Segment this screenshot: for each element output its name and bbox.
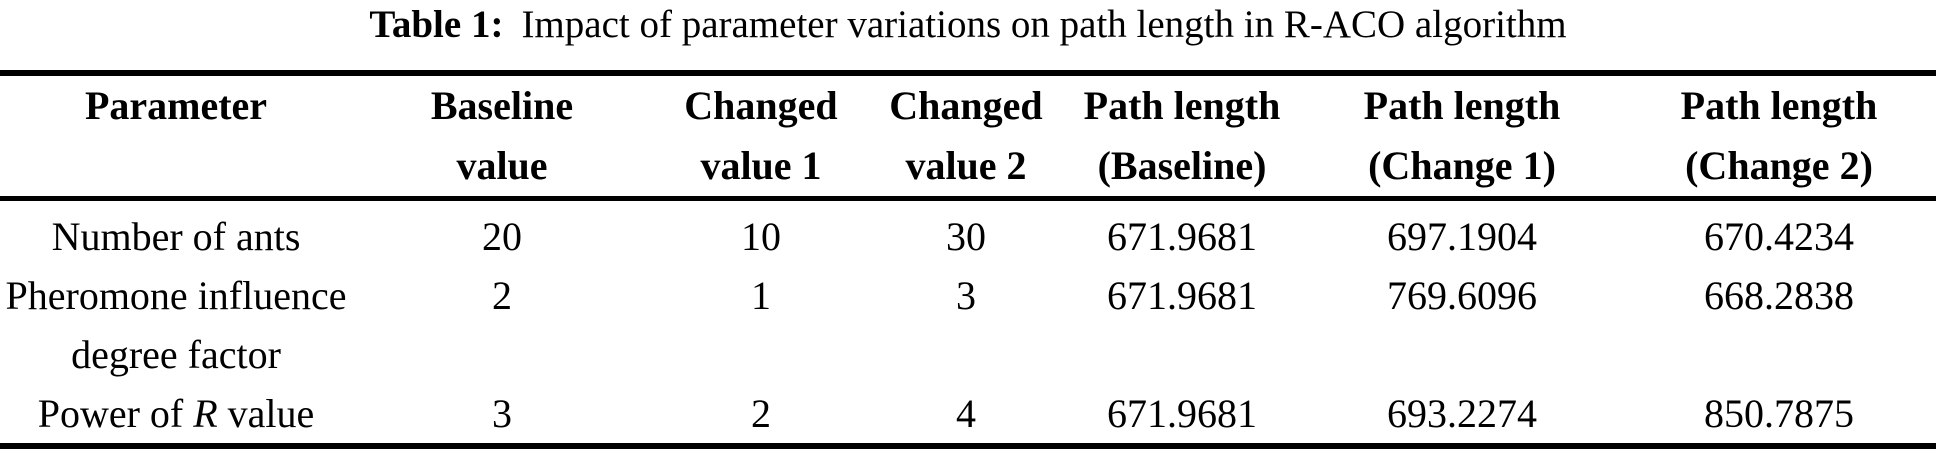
value: 3 bbox=[956, 273, 976, 318]
header-line: Baseline bbox=[430, 83, 574, 128]
cell-parameter: Pheromone influence degree factor bbox=[0, 266, 352, 384]
header-line: value bbox=[456, 143, 548, 188]
value: 693.2274 bbox=[1387, 391, 1537, 436]
table-row: Power of R value 3 2 4 671.9681 693.2274… bbox=[0, 384, 1936, 446]
header-line: Changed bbox=[889, 83, 1043, 128]
cell-changed-value-1: 2 bbox=[652, 384, 870, 446]
header-line: value 2 bbox=[905, 143, 1027, 188]
header-line: value 1 bbox=[700, 143, 822, 188]
header-path-length-baseline: Path length (Baseline) bbox=[1062, 73, 1302, 201]
cell-changed-value-2: 30 bbox=[870, 199, 1062, 267]
header-changed-value-1: Changed value 1 bbox=[652, 73, 870, 201]
header-baseline-value: Baseline value bbox=[352, 73, 652, 201]
cell-path-length-baseline: 671.9681 bbox=[1062, 266, 1302, 384]
table-caption-label: Table 1: bbox=[369, 3, 504, 46]
value: 2 bbox=[492, 273, 512, 318]
cell-changed-value-1: 10 bbox=[652, 199, 870, 267]
header-path-length-change-1: Path length (Change 1) bbox=[1302, 73, 1622, 201]
value: 671.9681 bbox=[1107, 214, 1257, 259]
cell-path-length-change-2: 670.4234 bbox=[1622, 199, 1936, 267]
header-path-length-change-2: Path length (Change 2) bbox=[1622, 73, 1936, 201]
parameter-name: Pheromone influence bbox=[5, 273, 347, 318]
header-changed-value-2: Changed value 2 bbox=[870, 73, 1062, 201]
cell-baseline-value: 2 bbox=[352, 266, 652, 384]
cell-baseline-value: 20 bbox=[352, 199, 652, 267]
cell-path-length-change-1: 693.2274 bbox=[1302, 384, 1622, 446]
header-line: (Change 1) bbox=[1368, 143, 1556, 188]
header-line bbox=[0, 136, 352, 196]
value: 697.1904 bbox=[1387, 214, 1537, 259]
parameter-name: Power of R value bbox=[0, 384, 352, 443]
cell-path-length-baseline: 671.9681 bbox=[1062, 384, 1302, 446]
header-line: (Change 2) bbox=[1685, 143, 1873, 188]
table-header: Parameter Baseline value Changed value 1… bbox=[0, 73, 1936, 201]
value: 30 bbox=[946, 214, 986, 259]
table-body: Number of ants 20 10 30 671.9681 697.190… bbox=[0, 199, 1936, 447]
cell-path-length-change-2: 850.7875 bbox=[1622, 384, 1936, 446]
cell-path-length-baseline: 671.9681 bbox=[1062, 199, 1302, 267]
header-parameter: Parameter bbox=[0, 73, 352, 201]
value: 850.7875 bbox=[1704, 391, 1854, 436]
cell-path-length-change-2: 668.2838 bbox=[1622, 266, 1936, 384]
header-line: Changed bbox=[684, 83, 838, 128]
table-caption: Table 1: Impact of parameter variations o… bbox=[0, 0, 1936, 50]
value: 1 bbox=[751, 273, 771, 318]
value: 3 bbox=[492, 391, 512, 436]
header-line: Path length bbox=[1083, 83, 1281, 128]
header-line: Path length bbox=[1680, 83, 1878, 128]
cell-changed-value-1: 1 bbox=[652, 266, 870, 384]
parameter-name-line2: degree factor bbox=[71, 332, 281, 377]
cell-parameter: Number of ants bbox=[0, 199, 352, 267]
cell-baseline-value: 3 bbox=[352, 384, 652, 446]
table-row: Pheromone influence degree factor 2 1 3 … bbox=[0, 266, 1936, 384]
value: 4 bbox=[956, 391, 976, 436]
cell-path-length-change-1: 769.6096 bbox=[1302, 266, 1622, 384]
parameter-symbol-R: R bbox=[193, 391, 218, 436]
table-caption-text: Impact of parameter variations on path l… bbox=[521, 3, 1567, 46]
parameter-name: Number of ants bbox=[51, 214, 301, 259]
value: 769.6096 bbox=[1387, 273, 1537, 318]
parameter-text: Power of bbox=[37, 391, 194, 436]
header-row: Parameter Baseline value Changed value 1… bbox=[0, 73, 1936, 201]
cell-parameter: Power of R value bbox=[0, 384, 352, 446]
cell-path-length-change-1: 697.1904 bbox=[1302, 199, 1622, 267]
value: 671.9681 bbox=[1107, 273, 1257, 318]
value: 670.4234 bbox=[1704, 214, 1854, 259]
header-line: Path length bbox=[1363, 83, 1561, 128]
cell-changed-value-2: 3 bbox=[870, 266, 1062, 384]
value: 671.9681 bbox=[1107, 391, 1257, 436]
table-row: Number of ants 20 10 30 671.9681 697.190… bbox=[0, 199, 1936, 267]
value: 2 bbox=[751, 391, 771, 436]
parameter-text: value bbox=[217, 391, 315, 436]
cell-changed-value-2: 4 bbox=[870, 384, 1062, 446]
parameter-variations-table: Parameter Baseline value Changed value 1… bbox=[0, 70, 1936, 449]
value: 668.2838 bbox=[1704, 273, 1854, 318]
header-line: (Baseline) bbox=[1097, 143, 1267, 188]
value: 20 bbox=[482, 214, 522, 259]
header-line: Parameter bbox=[84, 83, 268, 128]
value: 10 bbox=[741, 214, 781, 259]
